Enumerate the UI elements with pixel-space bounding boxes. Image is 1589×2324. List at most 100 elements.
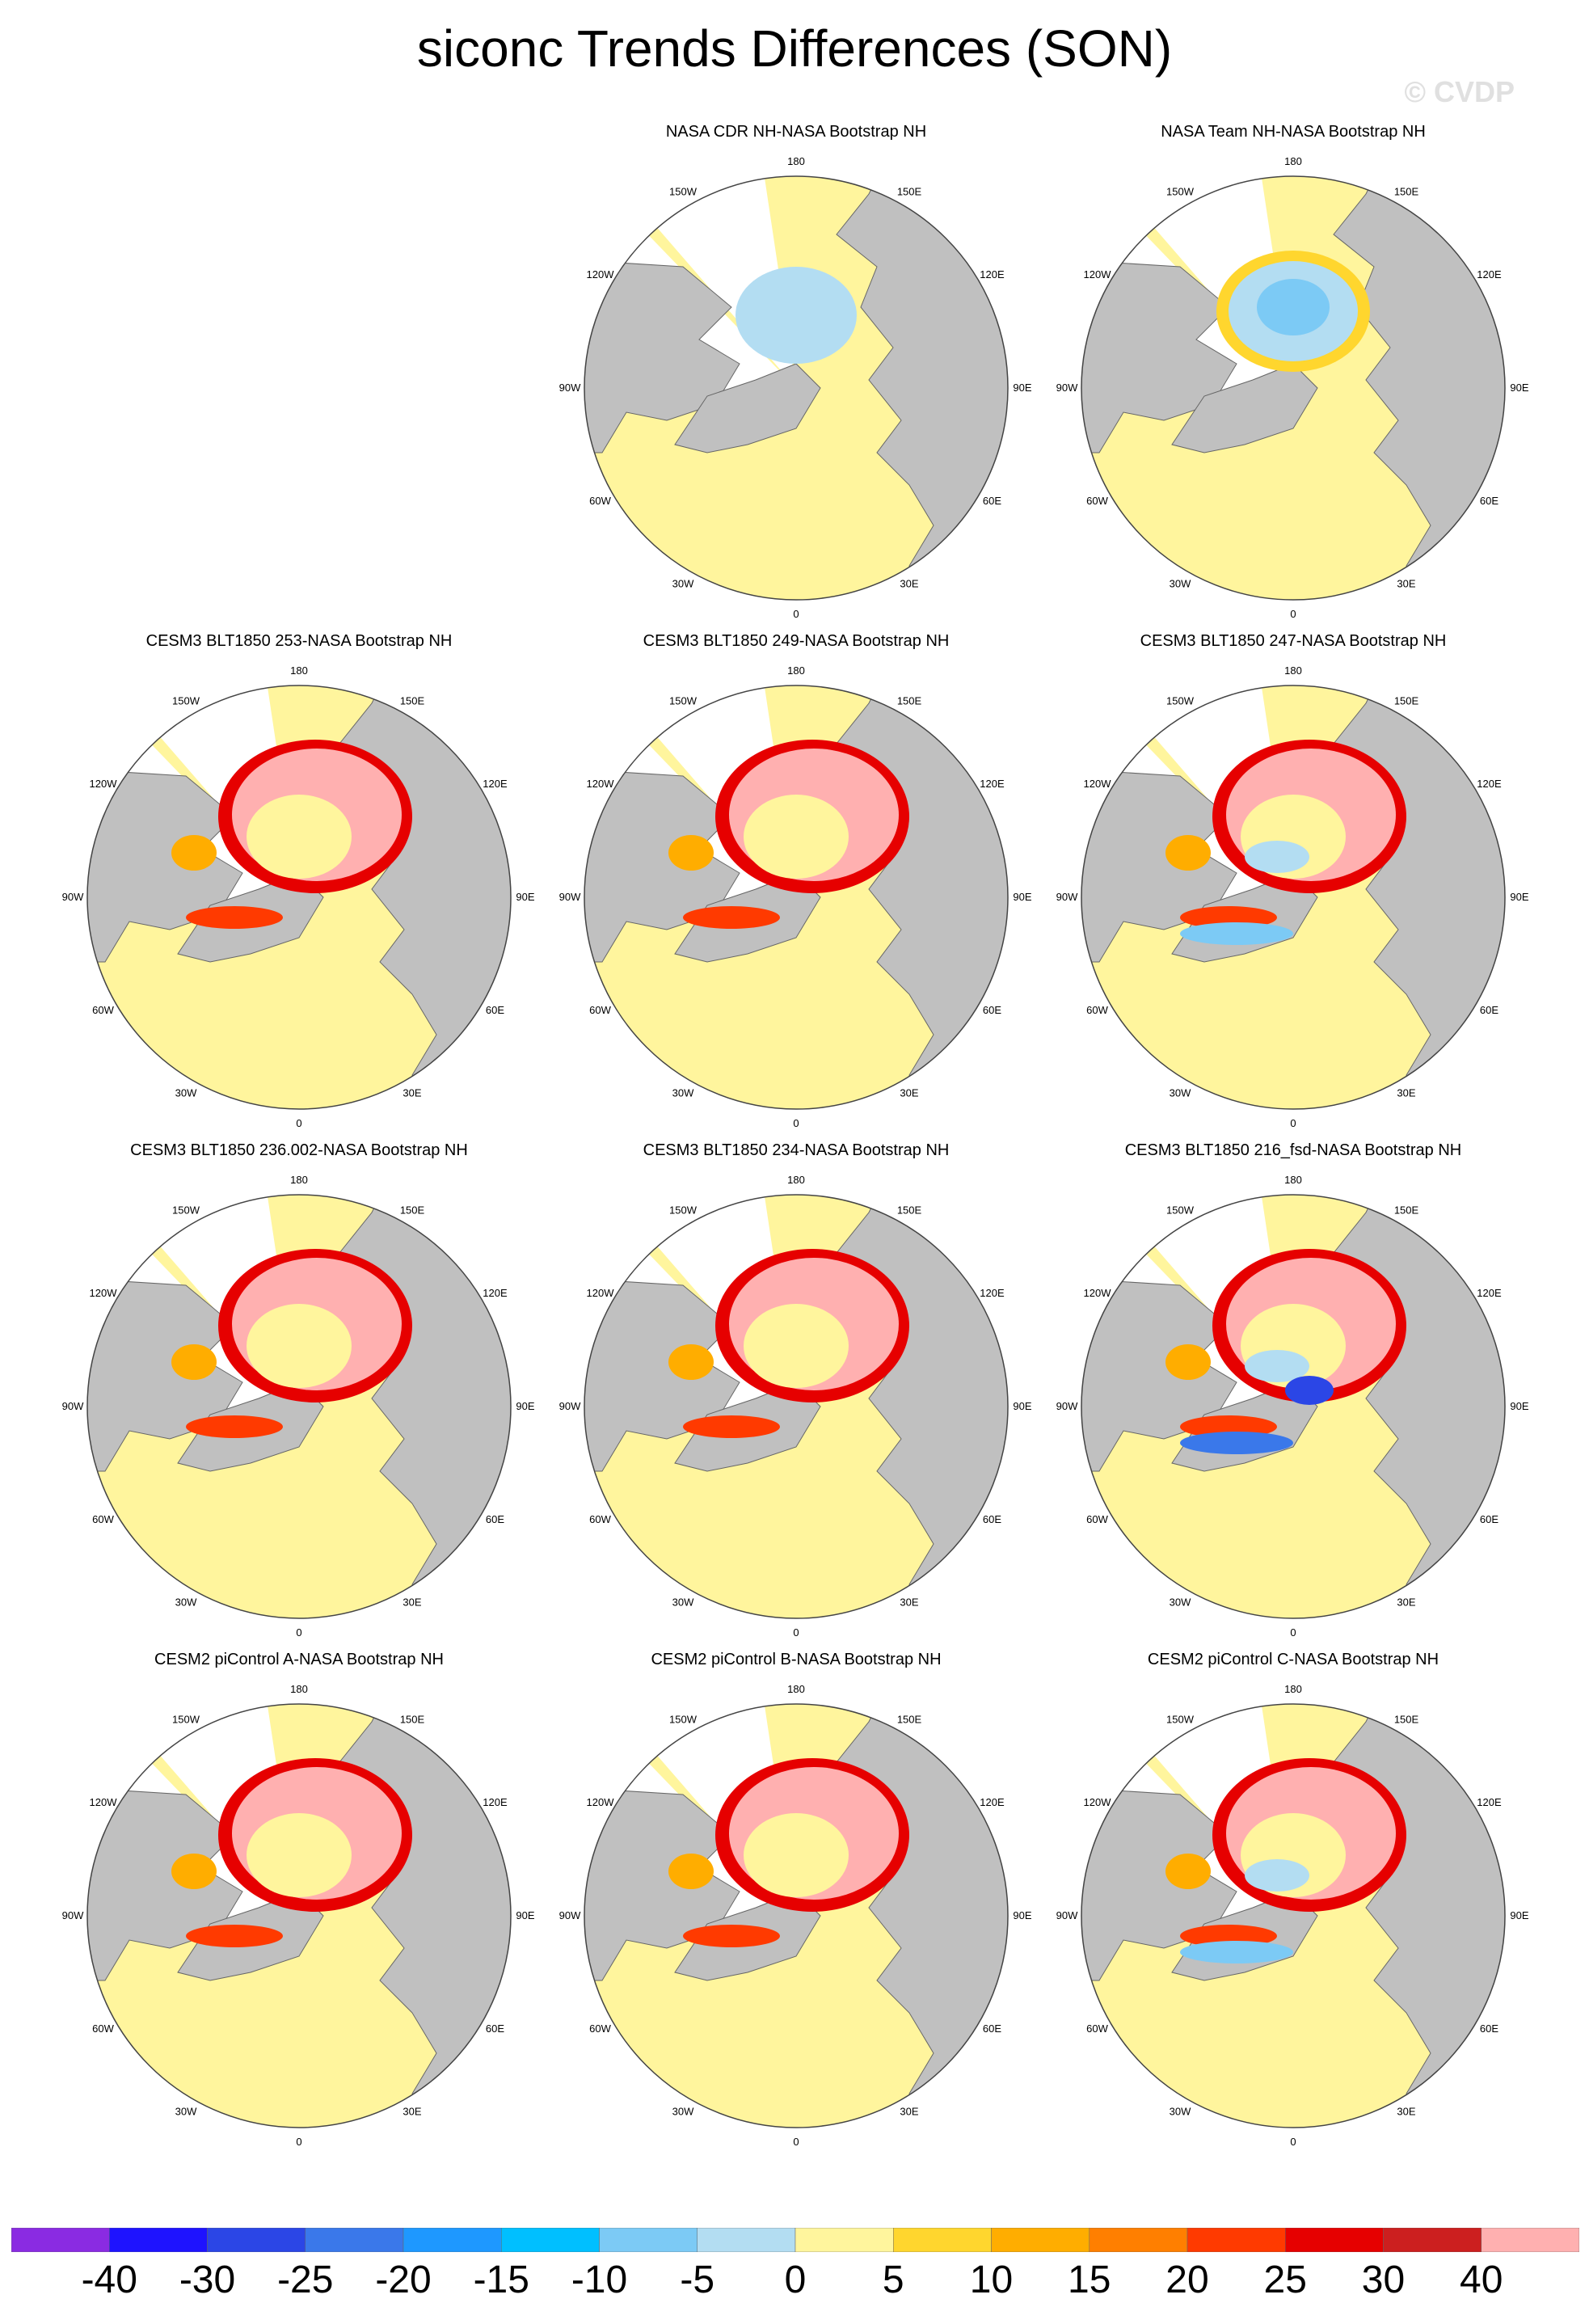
map-border	[86, 1703, 512, 2128]
colorbar-swatch	[1186, 2228, 1286, 2252]
longitude-label: 120E	[1477, 778, 1502, 790]
polar-map: 180 150E 120E 90E 60E 30E 0 30W 60W 90W 120W 150W	[62, 664, 535, 1129]
cvdp-watermark: © CVDP	[1404, 75, 1515, 108]
longitude-label: 30W	[175, 1086, 197, 1099]
panel-title: CESM3 BLT1850 249-NASA Bootstrap NH	[643, 632, 950, 650]
longitude-label: 120E	[980, 1796, 1005, 1808]
longitude-label: 60E	[1480, 1004, 1498, 1016]
longitude-label: 90W	[559, 1400, 581, 1412]
longitude-label: 0	[296, 1117, 301, 1129]
longitude-label: 90E	[1510, 1909, 1528, 1921]
longitude-label: 0	[1290, 1626, 1296, 1639]
anomaly-patch	[1245, 1350, 1309, 1382]
longitude-label: 90W	[559, 891, 581, 903]
longitude-label: 30W	[672, 577, 694, 589]
longitude-label: 60E	[983, 495, 1001, 507]
longitude-label: 30E	[403, 1086, 421, 1099]
polar-map: 180 150E 120E 90E 60E 30E 0 30W 60W 90W 120W 150W	[1056, 155, 1529, 620]
anomaly-patch	[1245, 1859, 1309, 1892]
colorbar-swatch	[1089, 2228, 1188, 2252]
longitude-label: 30E	[1397, 1086, 1415, 1099]
colorbar-swatch	[1481, 2228, 1579, 2252]
longitude-label: 30W	[1170, 1596, 1191, 1608]
longitude-label: 0	[793, 608, 799, 620]
longitude-label: 120W	[90, 778, 118, 790]
panel-title: CESM2 piControl B-NASA Bootstrap NH	[651, 1651, 942, 1668]
longitude-label: 120E	[980, 778, 1005, 790]
longitude-label: 150W	[1166, 186, 1195, 198]
longitude-label: 150W	[1166, 1204, 1195, 1217]
longitude-label: 180	[290, 1174, 308, 1186]
longitude-label: 30W	[1170, 577, 1191, 589]
longitude-label: 120E	[483, 1796, 508, 1808]
longitude-label: 60W	[589, 1513, 611, 1525]
longitude-label: 120E	[980, 1287, 1005, 1299]
longitude-label: 120W	[1084, 1287, 1112, 1299]
longitude-label: 150W	[669, 1714, 698, 1726]
colorbar-tick-label: 10	[969, 2259, 1014, 2301]
longitude-label: 150W	[172, 1714, 200, 1726]
colorbar-swatch	[794, 2228, 894, 2252]
longitude-label: 60W	[1086, 2022, 1108, 2035]
longitude-label: 150E	[897, 1204, 922, 1217]
longitude-label: 60W	[589, 2022, 611, 2035]
anomaly-patch	[668, 1854, 714, 1889]
anomaly-patch	[1165, 1344, 1211, 1380]
map-border	[584, 1703, 1009, 2128]
longitude-label: 90W	[1056, 1909, 1078, 1921]
longitude-label: 120E	[980, 268, 1005, 280]
longitude-label: 90E	[516, 1400, 534, 1412]
map-panel: CESM3 BLT1850 216_fsd-NASA Bootstrap NH 1…	[1051, 1140, 1536, 1641]
longitude-label: 180	[787, 155, 805, 167]
longitude-label: 150W	[1166, 1714, 1195, 1726]
polar-map: 180 150E 120E 90E 60E 30E 0 30W 60W 90W 120W 150W	[559, 155, 1032, 620]
anomaly-patch	[744, 795, 849, 879]
colorbar-tick-label: 25	[1263, 2259, 1307, 2301]
longitude-label: 60W	[1086, 1513, 1108, 1525]
polar-map: 180 150E 120E 90E 60E 30E 0 30W 60W 90W 120W 150W	[62, 1683, 535, 2148]
longitude-label: 120W	[1084, 778, 1112, 790]
map-panel: CESM3 BLT1850 247-NASA Bootstrap NH 180 15…	[1051, 631, 1536, 1132]
panel-title: CESM3 BLT1850 236.002-NASA Bootstrap NH	[130, 1141, 468, 1159]
longitude-label: 90W	[62, 1400, 84, 1412]
colorbar-tick-label: 5	[882, 2259, 904, 2301]
longitude-label: 60W	[589, 1004, 611, 1016]
colorbar-tick-label: 20	[1165, 2259, 1209, 2301]
polar-map: 180 150E 120E 90E 60E 30E 0 30W 60W 90W 120W 150W	[559, 1174, 1032, 1639]
longitude-label: 30E	[900, 577, 918, 589]
longitude-label: 90W	[1056, 1400, 1078, 1412]
longitude-label: 90W	[559, 1909, 581, 1921]
anomaly-patch	[247, 795, 352, 879]
colorbar-tick-label: -5	[680, 2259, 715, 2301]
panel-title: NASA CDR NH-NASA Bootstrap NH	[665, 123, 927, 141]
longitude-label: 150E	[400, 1714, 425, 1726]
longitude-label: 150E	[1394, 1204, 1419, 1217]
longitude-label: 30E	[900, 1086, 918, 1099]
longitude-label: 120E	[483, 778, 508, 790]
longitude-label: 30W	[175, 1596, 197, 1608]
longitude-label: 60E	[1480, 495, 1498, 507]
longitude-label: 30W	[672, 1086, 694, 1099]
colorbar-tick-label: -15	[473, 2259, 529, 2301]
anomaly-patch	[668, 1344, 714, 1380]
land-greenland	[674, 363, 821, 453]
longitude-label: 90W	[1056, 891, 1078, 903]
longitude-label: 30W	[672, 2105, 694, 2117]
longitude-label: 60W	[92, 1513, 114, 1525]
colorbar-tick-label: -20	[375, 2259, 432, 2301]
longitude-label: 60W	[589, 495, 611, 507]
polar-map: 180 150E 120E 90E 60E 30E 0 30W 60W 90W 120W 150W	[559, 664, 1032, 1129]
longitude-label: 30E	[1397, 577, 1415, 589]
longitude-label: 150W	[669, 1204, 698, 1217]
longitude-label: 0	[793, 2136, 799, 2148]
longitude-label: 120W	[587, 1796, 615, 1808]
colorbar-tick-label: -40	[81, 2259, 137, 2301]
panel-title: CESM3 BLT1850 216_fsd-NASA Bootstrap NH	[1124, 1141, 1462, 1159]
longitude-label: 90W	[559, 382, 581, 394]
longitude-label: 180	[1284, 664, 1302, 677]
map-border	[86, 1194, 512, 1619]
map-border	[584, 175, 1009, 601]
longitude-label: 0	[793, 1626, 799, 1639]
colorbar-swatch	[697, 2228, 796, 2252]
colorbar-swatch	[991, 2228, 1090, 2252]
